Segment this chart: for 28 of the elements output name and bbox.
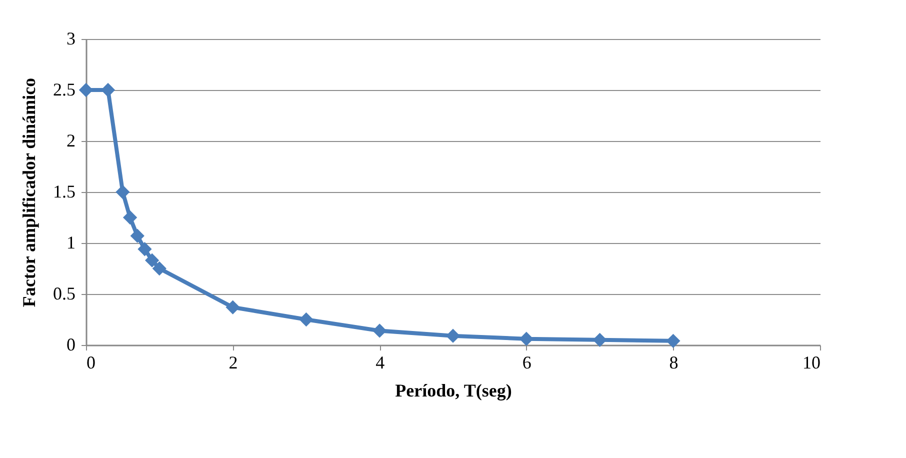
point xyxy=(130,228,144,243)
y-tick-label: 1 xyxy=(66,232,76,252)
x-tick-label: 2 xyxy=(228,352,238,372)
y-tick-label: 0 xyxy=(66,334,76,354)
x-tick-label: 6 xyxy=(522,352,532,372)
y-axis-title: Factor amplificador dinámico xyxy=(19,78,39,308)
point xyxy=(226,300,240,314)
point xyxy=(519,332,534,346)
point xyxy=(138,242,152,256)
y-tick-label: 3 xyxy=(66,28,76,48)
point xyxy=(592,332,607,347)
point xyxy=(666,334,680,348)
y-tick-label: 1.5 xyxy=(53,182,76,202)
x-axis-title: Período, T(seg) xyxy=(395,380,512,400)
point xyxy=(122,210,138,225)
x-tick-label: 0 xyxy=(86,352,96,372)
x-tick-label: 4 xyxy=(376,352,385,372)
y-tick-label: 2 xyxy=(66,130,76,150)
point xyxy=(299,312,314,327)
x-tick-label: 10 xyxy=(802,352,820,372)
point xyxy=(446,328,460,343)
point xyxy=(144,253,160,268)
x-tick-label: 8 xyxy=(669,352,678,372)
y-tick-label: 0.5 xyxy=(53,284,76,304)
y-tick-label: 2.5 xyxy=(53,80,76,100)
point xyxy=(116,184,130,200)
point xyxy=(372,324,387,338)
point xyxy=(152,261,166,276)
